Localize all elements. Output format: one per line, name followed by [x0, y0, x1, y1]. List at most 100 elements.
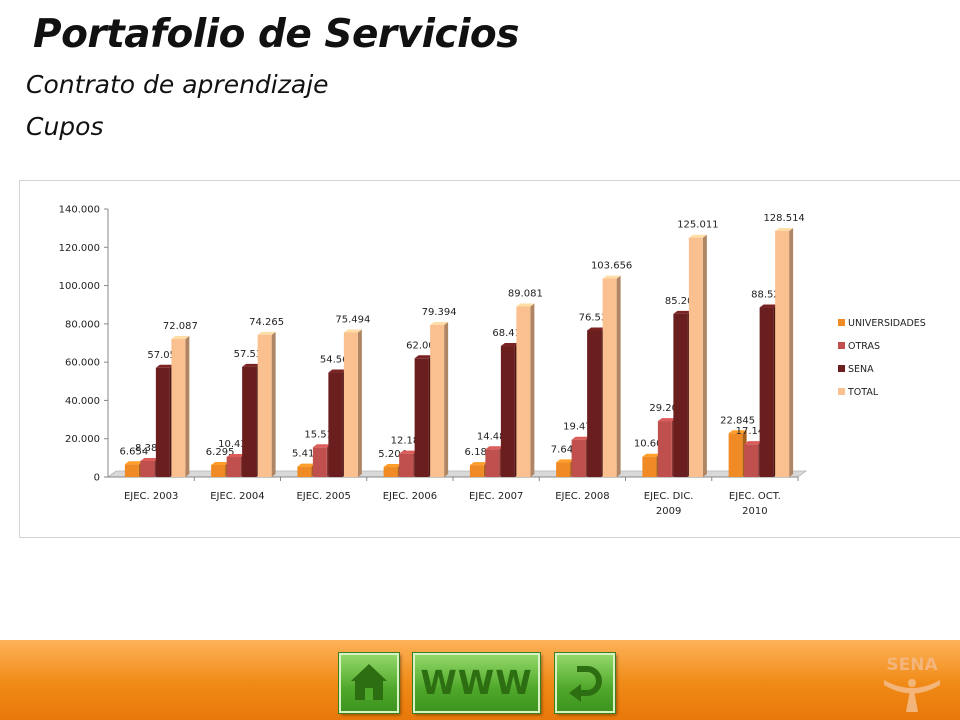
sena-logo: SENA: [884, 655, 940, 712]
data-label: 68.410: [492, 328, 527, 339]
bar-top: [673, 310, 692, 314]
y-tick-label: 140.000: [59, 205, 100, 216]
x-tick-label: EJEC. OCT.: [729, 491, 781, 502]
data-label: 72.087: [163, 321, 198, 332]
bar-total-1: [257, 334, 272, 477]
bar-universidades-0: [124, 464, 139, 477]
bar-sena-4: [500, 346, 515, 477]
data-label: 22.845: [720, 415, 755, 426]
bar-top: [744, 441, 763, 445]
bar-sena-2: [328, 372, 343, 477]
bar-side: [616, 275, 621, 477]
data-label: 6.654: [120, 446, 149, 457]
data-label: 10.438: [218, 439, 253, 450]
x-tick-label: EJEC. 2006: [383, 491, 437, 502]
bar-universidades-2: [297, 466, 312, 477]
data-label: 6.185: [465, 447, 494, 458]
bar-universidades-1: [211, 464, 226, 477]
bar-otras-0: [140, 460, 155, 477]
bar-universidades-3: [383, 467, 398, 477]
legend-label: SENA: [848, 364, 874, 375]
legend-swatch: [838, 342, 845, 349]
data-label: 54.563: [320, 355, 355, 366]
bar-top: [171, 336, 190, 340]
bar-otras-2: [312, 447, 327, 477]
bar-top: [571, 436, 590, 440]
y-tick-label: 40.000: [65, 396, 100, 407]
chart-frame: 0 20.000 40.000 60.000 80.000 100.000 120.000 1…: [19, 180, 960, 538]
bar-top: [556, 459, 575, 463]
data-label: 79.394: [422, 307, 457, 318]
data-label: 125.011: [677, 220, 718, 231]
x-tick-label: 2010: [742, 506, 767, 517]
data-label: 128.514: [763, 213, 804, 224]
data-label: 57.532: [234, 349, 269, 360]
bar-total-7: [775, 230, 790, 477]
bar-side: [444, 322, 449, 477]
bar-top: [155, 364, 174, 368]
home-button[interactable]: [339, 653, 399, 713]
back-button[interactable]: [555, 653, 615, 713]
bar-top: [414, 355, 433, 359]
data-label: 62.003: [406, 340, 441, 351]
bar-universidades-5: [556, 462, 571, 477]
bar-sena-1: [242, 366, 257, 477]
y-tick-label: 120.000: [59, 243, 100, 254]
legend-label: OTRAS: [848, 341, 880, 352]
bar-top: [469, 462, 488, 466]
x-tick-label: EJEC. 2008: [555, 491, 609, 502]
bar-top: [383, 464, 402, 468]
return-arrow-icon: [569, 666, 602, 702]
bar-top: [124, 461, 143, 465]
bar-total-3: [430, 325, 445, 477]
legend-label: UNIVERSIDADES: [848, 318, 926, 329]
bar-side: [530, 303, 535, 477]
bar-sena-0: [155, 367, 170, 477]
bar-otras-3: [399, 453, 414, 477]
bar-top: [728, 430, 747, 434]
home-icon: [351, 664, 387, 700]
bar-total-5: [602, 278, 617, 477]
data-label: 76.530: [579, 312, 614, 323]
bar-side: [357, 329, 362, 477]
data-label: 6.295: [206, 447, 235, 458]
bar-top: [516, 303, 535, 307]
data-label: 75.494: [335, 314, 370, 325]
bar-sena-3: [414, 358, 429, 477]
www-label: WWW: [420, 663, 533, 702]
legend-label: TOTAL: [847, 387, 879, 398]
bar-chart: 0 20.000 40.000 60.000 80.000 100.000 120.000 1…: [59, 205, 926, 518]
data-label: 5.415: [292, 449, 321, 460]
bar-universidades-6: [642, 456, 657, 477]
bar-top: [242, 363, 261, 367]
bar-top: [226, 454, 245, 458]
bar-top: [328, 369, 347, 373]
bar-total-6: [688, 237, 703, 477]
bar-otras-7: [744, 444, 759, 477]
bar-universidades-4: [469, 465, 484, 477]
bar-universidades-7: [728, 433, 743, 477]
bar-sena-6: [673, 313, 688, 477]
legend-swatch: [838, 388, 845, 395]
data-label: 10.609: [634, 439, 669, 450]
bar-sena-7: [759, 307, 774, 477]
data-label: 15.516: [304, 429, 339, 440]
bar-total-2: [343, 332, 358, 477]
y-tick-label: 0: [94, 473, 100, 484]
x-tick-label: EJEC. DIC.: [644, 491, 694, 502]
bar-top: [257, 331, 276, 335]
data-label: 5.204: [378, 449, 407, 460]
page-subtitle-cupos: Cupos: [26, 112, 104, 141]
bar-side: [271, 331, 276, 477]
legend-swatch: [838, 319, 845, 326]
data-label: 14.486: [477, 431, 512, 442]
bar-top: [657, 418, 676, 422]
page-subtitle: Contrato de aprendizaje: [26, 70, 329, 99]
data-label: 74.265: [249, 317, 284, 328]
data-label: 8.380: [135, 443, 164, 454]
y-tick-label: 60.000: [65, 358, 100, 369]
bar-top: [211, 461, 230, 465]
bar-top: [602, 275, 621, 279]
bar-side: [789, 227, 794, 477]
www-button[interactable]: WWW: [413, 653, 540, 713]
